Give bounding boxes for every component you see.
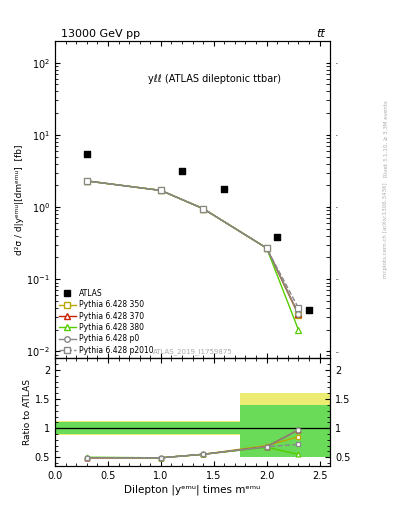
Y-axis label: d²σ / d|yᵉᵐᵘ|[dmᵉᵐᵘ]  [fb]: d²σ / d|yᵉᵐᵘ|[dmᵉᵐᵘ] [fb]	[15, 144, 24, 255]
Text: tt̅: tt̅	[316, 29, 325, 39]
Text: Rivet 3.1.10, ≥ 3.3M events: Rivet 3.1.10, ≥ 3.3M events	[383, 100, 388, 177]
Point	[221, 184, 228, 193]
Point	[274, 233, 280, 242]
Point	[306, 306, 312, 314]
Text: 13000 GeV pp: 13000 GeV pp	[61, 29, 140, 39]
Point	[84, 150, 90, 158]
Y-axis label: Ratio to ATLAS: Ratio to ATLAS	[23, 379, 32, 445]
X-axis label: Dilepton |yᵉᵐᵘ| times mᵉᵐᵘ: Dilepton |yᵉᵐᵘ| times mᵉᵐᵘ	[125, 485, 261, 496]
Text: ATLAS_2019_I1759875: ATLAS_2019_I1759875	[153, 349, 232, 355]
Text: mcplots.cern.ch [arXiv:1306.3436]: mcplots.cern.ch [arXiv:1306.3436]	[383, 183, 388, 278]
Point	[179, 166, 185, 175]
Legend: ATLAS, Pythia 6.428 350, Pythia 6.428 370, Pythia 6.428 380, Pythia 6.428 p0, Py: ATLAS, Pythia 6.428 350, Pythia 6.428 37…	[59, 289, 153, 355]
Text: yℓℓ (ATLAS dileptonic ttbar): yℓℓ (ATLAS dileptonic ttbar)	[148, 74, 281, 84]
